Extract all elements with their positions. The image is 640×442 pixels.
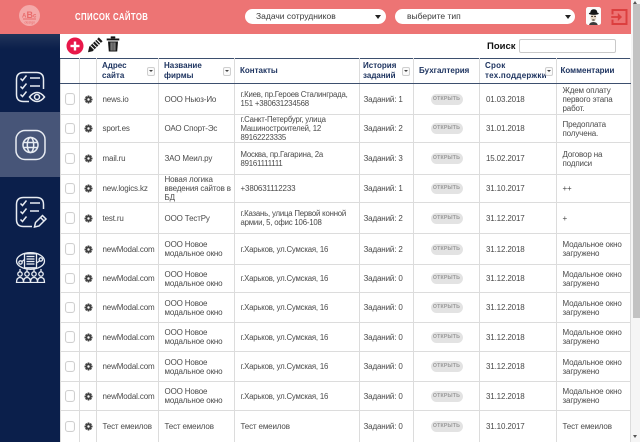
- svg-text:c: c: [33, 14, 37, 20]
- svg-text:A: A: [22, 14, 27, 20]
- svg-text:B: B: [27, 10, 34, 20]
- svg-text:design: design: [25, 21, 36, 25]
